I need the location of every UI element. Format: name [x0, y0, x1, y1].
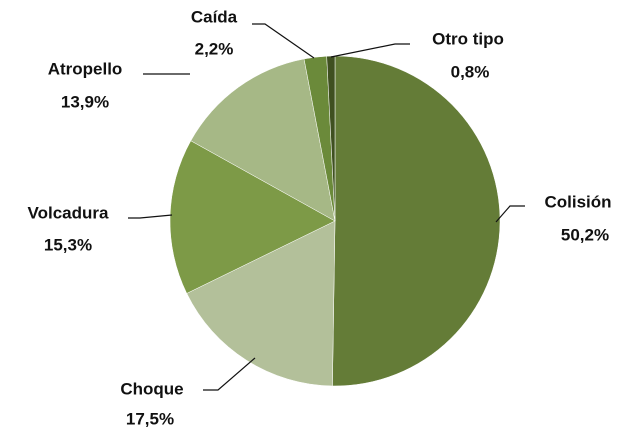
pie-slice [190, 58, 336, 222]
pie-slice [169, 140, 336, 294]
leader-line [252, 23, 315, 59]
value-label: 50,2% [561, 225, 609, 244]
pie-slice [186, 220, 336, 387]
category-label: Colisión [544, 192, 611, 211]
leader-line [330, 43, 410, 58]
value-label: 17,5% [126, 409, 174, 428]
category-label: Otro tipo [432, 29, 504, 48]
leader-line [128, 214, 173, 219]
value-label: 0,8% [451, 62, 490, 81]
value-label: 13,9% [61, 92, 109, 111]
value-label: 15,3% [44, 235, 92, 254]
category-label: Choque [120, 379, 183, 398]
category-label: Caída [191, 7, 238, 26]
value-label: 2,2% [195, 39, 234, 58]
category-label: Volcadura [28, 203, 109, 222]
leader-line [203, 357, 256, 391]
leader-line [495, 205, 525, 223]
category-label: Atropello [48, 59, 123, 78]
pie-slice [332, 55, 501, 387]
